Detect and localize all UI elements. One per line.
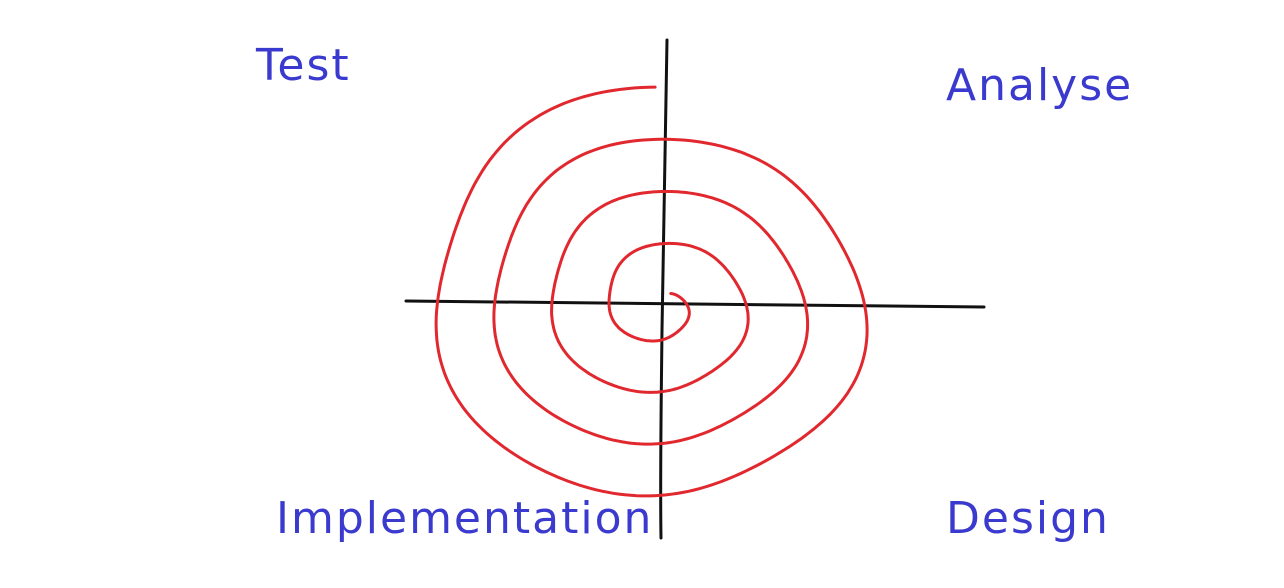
label-analyse: Analyse [946, 60, 1133, 111]
horizontal-axis [404, 299, 986, 309]
spiral-path [434, 85, 869, 498]
vertical-axis [659, 38, 669, 540]
label-design: Design [946, 493, 1110, 544]
label-test: Test [255, 40, 351, 91]
label-implementation: Implementation [276, 493, 653, 544]
